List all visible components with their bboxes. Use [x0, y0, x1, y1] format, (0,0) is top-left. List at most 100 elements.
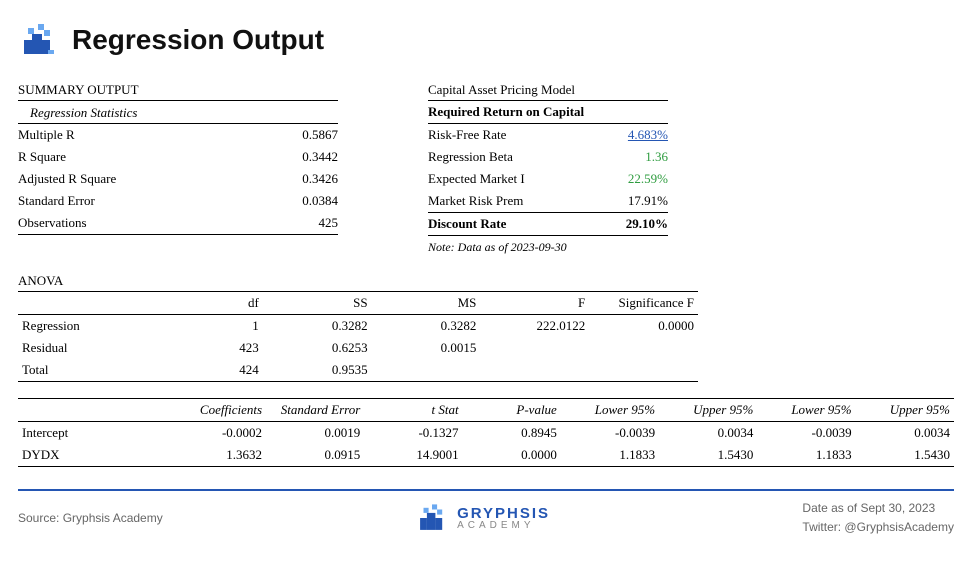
coef-col-header [18, 399, 168, 422]
anova-row: Total4240.9535 [18, 359, 698, 382]
summary-row: Observations 425 [18, 212, 338, 235]
anova-cell: 423 [154, 337, 263, 359]
summary-row: Multiple R0.5867 [18, 124, 338, 146]
discount-value: 29.10% [588, 216, 668, 232]
capm-row-value: 22.59% [588, 171, 668, 187]
coefficients-table: CoefficientsStandard Errort StatP-valueL… [18, 398, 954, 467]
anova-cell: 0.3282 [372, 315, 481, 338]
capm-row-label: Market Risk Prem [428, 193, 523, 209]
coef-cell: 0.0019 [266, 422, 364, 445]
coef-cell: 0.0000 [463, 444, 561, 467]
brand-name: GRYPHSIS [457, 506, 550, 521]
summary-row-label: Adjusted R Square [18, 171, 116, 187]
anova-block: ANOVA dfSSMSFSignificance F Regression10… [18, 273, 698, 382]
summary-row-value: 0.3426 [258, 171, 338, 187]
anova-cell: 0.6253 [263, 337, 372, 359]
capm-row: Expected Market I 22.59% [428, 168, 668, 190]
summary-row-label: Multiple R [18, 127, 75, 143]
footer-twitter: Twitter: @GryphsisAcademy [802, 518, 954, 537]
anova-cell: 222.0122 [480, 315, 589, 338]
anova-cell: 0.9535 [263, 359, 372, 382]
coef-cell: -0.0002 [168, 422, 266, 445]
anova-cell [480, 359, 589, 382]
discount-label: Discount Rate [428, 216, 506, 232]
anova-heading: ANOVA [18, 273, 698, 292]
anova-cell: 0.3282 [263, 315, 372, 338]
header: Regression Output [18, 20, 954, 60]
capm-row-label: Expected Market I [428, 171, 525, 187]
anova-col-header: F [480, 292, 589, 315]
capm-row: Risk-Free Rate 4.683% [428, 124, 668, 146]
coef-row: DYDX1.36320.091514.90010.00001.18331.543… [18, 444, 954, 467]
anova-cell [589, 359, 698, 382]
anova-row: Residual4230.62530.0015 [18, 337, 698, 359]
capm-subheading: Required Return on Capital [428, 101, 668, 124]
summary-row-value: 0.0384 [258, 193, 338, 209]
summary-subheading: Regression Statistics [18, 103, 338, 124]
coef-cell: 1.1833 [561, 444, 659, 467]
summary-row: R Square0.3442 [18, 146, 338, 168]
gryphsis-footer-icon [415, 501, 449, 535]
coef-cell: 0.8945 [463, 422, 561, 445]
capm-row: Regression Beta1.36 [428, 146, 668, 168]
capm-row-label: Risk-Free Rate [428, 127, 506, 143]
coef-col-header: t Stat [364, 399, 462, 422]
capm-row-label: Regression Beta [428, 149, 513, 165]
coef-col-header: Lower 95% [757, 399, 855, 422]
coef-row: Intercept-0.00020.0019-0.13270.8945-0.00… [18, 422, 954, 445]
coef-cell: 0.0915 [266, 444, 364, 467]
anova-cell: 1 [154, 315, 263, 338]
anova-table: dfSSMSFSignificance F Regression10.32820… [18, 292, 698, 382]
anova-col-header [18, 292, 154, 315]
coef-cell: 1.5430 [659, 444, 757, 467]
capm-heading: Capital Asset Pricing Model [428, 82, 668, 101]
anova-cell [372, 359, 481, 382]
summary-row-label: Standard Error [18, 193, 95, 209]
coef-cell: 14.9001 [364, 444, 462, 467]
anova-cell: 424 [154, 359, 263, 382]
page-title: Regression Output [72, 24, 324, 56]
anova-cell: Total [18, 359, 154, 382]
capm-row: Market Risk Prem 17.91% [428, 190, 668, 212]
summary-rows: Multiple R0.5867R Square0.3442Adjusted R… [18, 124, 338, 235]
coef-cell: 1.1833 [757, 444, 855, 467]
coef-cell: -0.0039 [561, 422, 659, 445]
anova-col-header: df [154, 292, 263, 315]
capm-rows: Risk-Free Rate4.683%Regression Beta1.36E… [428, 124, 668, 212]
brand-sub: ACADEMY [457, 521, 550, 531]
anova-cell [480, 337, 589, 359]
capm-row-value: 17.91% [588, 193, 668, 209]
summary-row-value: 425 [258, 215, 338, 231]
coef-cell: DYDX [18, 444, 168, 467]
summary-row: Standard Error 0.0384 [18, 190, 338, 212]
anova-cell: Regression [18, 315, 154, 338]
coef-col-header: Standard Error [266, 399, 364, 422]
coef-cell: 1.3632 [168, 444, 266, 467]
anova-cell [589, 337, 698, 359]
coef-cell: 0.0034 [856, 422, 954, 445]
summary-output: SUMMARY OUTPUT Regression Statistics Mul… [18, 82, 338, 235]
footer: Source: Gryphsis Academy GRYPHSIS ACADEM… [18, 489, 954, 537]
coef-col-header: Upper 95% [856, 399, 954, 422]
coef-col-header: Upper 95% [659, 399, 757, 422]
capm-row-value[interactable]: 4.683% [588, 127, 668, 143]
coef-col-header: Coefficients [168, 399, 266, 422]
footer-brand: GRYPHSIS ACADEMY [415, 501, 550, 535]
anova-cell: 0.0000 [589, 315, 698, 338]
anova-col-header: Significance F [589, 292, 698, 315]
coef-col-header: Lower 95% [561, 399, 659, 422]
coef-cell: -0.1327 [364, 422, 462, 445]
anova-cell: 0.0015 [372, 337, 481, 359]
footer-source: Source: Gryphsis Academy [18, 511, 163, 525]
summary-row-value: 0.3442 [258, 149, 338, 165]
gryphsis-logo-icon [18, 20, 58, 60]
summary-row-label: Observations [18, 215, 87, 231]
anova-row: Regression10.32820.3282222.01220.0000 [18, 315, 698, 338]
coefficients-block: CoefficientsStandard Errort StatP-valueL… [18, 398, 954, 467]
capm-note: Note: Data as of 2023-09-30 [428, 236, 668, 255]
coef-cell: -0.0039 [757, 422, 855, 445]
capm-block: Capital Asset Pricing Model Required Ret… [428, 82, 668, 255]
summary-row: Adjusted R Square 0.3426 [18, 168, 338, 190]
anova-col-header: MS [372, 292, 481, 315]
discount-rate-row: Discount Rate 29.10% [428, 212, 668, 236]
